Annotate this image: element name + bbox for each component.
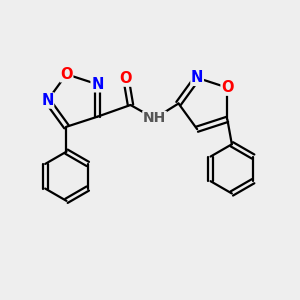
Text: O: O [221,80,234,95]
Text: O: O [60,67,73,82]
Text: O: O [120,71,132,86]
Text: N: N [91,77,104,92]
Text: NH: NH [143,112,166,125]
Text: N: N [41,93,54,108]
Text: N: N [191,70,203,85]
